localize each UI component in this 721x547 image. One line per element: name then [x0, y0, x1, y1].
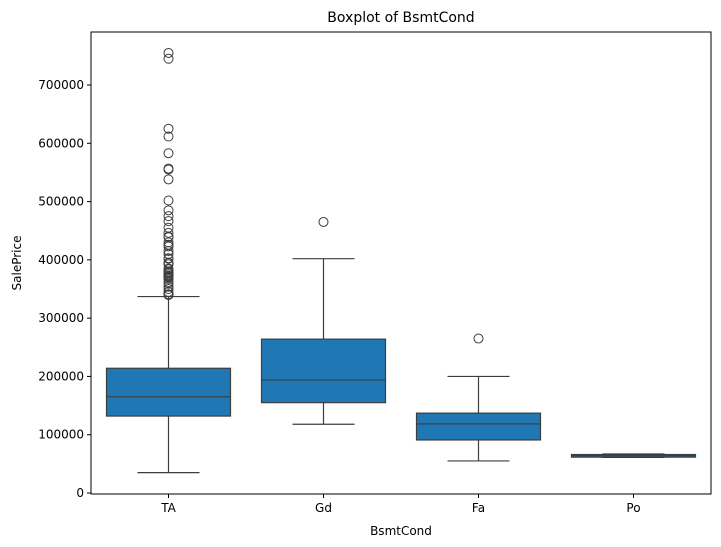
outlier-point: [163, 241, 174, 252]
outlier-point: [163, 281, 174, 292]
chart-title: Boxplot of BsmtCond: [327, 10, 474, 26]
outlier-point: [163, 205, 174, 216]
y-tick-label: 300000: [38, 311, 84, 325]
y-tick-label: 500000: [38, 195, 84, 209]
outlier-point: [163, 245, 174, 256]
box-group-ta: [105, 47, 232, 474]
y-tick-label: 100000: [38, 428, 84, 442]
outlier-point: [163, 253, 174, 264]
plot-area: [105, 47, 697, 474]
outlier-point: [163, 273, 174, 284]
outlier-point: [163, 284, 174, 294]
outlier-point: [163, 289, 174, 300]
x-tick-label: TA: [160, 501, 176, 515]
x-axis-label: BsmtCond: [370, 524, 432, 538]
outlier-point: [163, 211, 174, 222]
box-iqr: [260, 338, 387, 404]
outlier-point: [163, 174, 174, 185]
box-group-fa: [415, 333, 542, 462]
outlier-point: [163, 131, 174, 142]
box-group-gd: [260, 216, 387, 425]
y-tick-label: 400000: [38, 253, 84, 267]
outlier-point: [163, 53, 174, 64]
outlier-point: [163, 216, 174, 227]
outlier-point: [163, 148, 174, 159]
x-tick-label: Gd: [315, 501, 332, 515]
box-iqr: [415, 412, 542, 441]
y-tick-label: 700000: [38, 78, 84, 92]
y-tick-label: 600000: [38, 136, 84, 150]
y-tick-label: 200000: [38, 369, 84, 383]
x-tick-label: Fa: [472, 501, 485, 515]
outlier-point: [163, 264, 174, 275]
y-tick-label: 0: [76, 486, 84, 500]
box-group-po: [570, 453, 697, 459]
y-axis: 0 100000 200000 300000 400000 500000 600000 700…: [38, 78, 91, 500]
outlier-point: [163, 278, 174, 289]
box-iqr: [105, 367, 232, 417]
outlier-point: [163, 164, 174, 175]
outlier-point: [163, 123, 174, 134]
y-axis-label: SalePrice: [10, 236, 24, 291]
outlier-point: [163, 222, 174, 233]
x-tick-label: Po: [626, 501, 640, 515]
outlier-point: [163, 195, 174, 206]
outlier-point: [163, 47, 174, 58]
plot-frame: [90, 31, 712, 495]
outlier-point: [473, 333, 484, 344]
outlier-point: [318, 216, 329, 227]
outlier-point: [163, 286, 174, 297]
x-axis: TA Gd Fa Po: [160, 494, 641, 515]
